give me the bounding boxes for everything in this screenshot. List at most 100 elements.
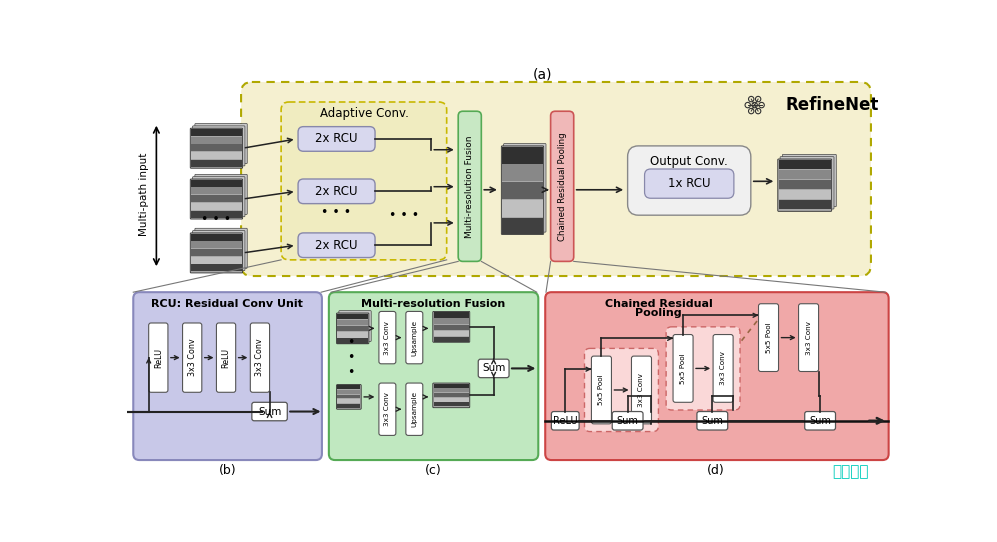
FancyBboxPatch shape xyxy=(194,124,247,164)
FancyBboxPatch shape xyxy=(190,179,242,219)
Text: Multi-path input: Multi-path input xyxy=(139,153,150,236)
Bar xyxy=(502,200,543,217)
FancyBboxPatch shape xyxy=(192,177,245,217)
FancyBboxPatch shape xyxy=(591,356,611,424)
Bar xyxy=(337,385,361,389)
Text: 3x3 Conv: 3x3 Conv xyxy=(385,392,391,426)
FancyBboxPatch shape xyxy=(192,230,245,270)
Bar xyxy=(779,200,831,209)
FancyBboxPatch shape xyxy=(281,102,447,260)
Text: • • •: • • • xyxy=(201,212,231,225)
Text: (d): (d) xyxy=(707,464,725,478)
FancyBboxPatch shape xyxy=(503,144,546,232)
Text: ReLU: ReLU xyxy=(221,347,230,367)
Bar xyxy=(191,264,242,272)
Text: 2x RCU: 2x RCU xyxy=(315,185,358,198)
FancyBboxPatch shape xyxy=(778,159,831,211)
FancyBboxPatch shape xyxy=(501,146,543,235)
FancyBboxPatch shape xyxy=(190,233,242,273)
Bar xyxy=(191,144,242,151)
Bar xyxy=(191,203,242,210)
Bar xyxy=(434,389,469,392)
FancyBboxPatch shape xyxy=(805,411,835,430)
Text: 3x3 Conv: 3x3 Conv xyxy=(187,339,196,377)
Bar xyxy=(191,137,242,144)
Bar xyxy=(191,234,242,241)
Bar xyxy=(337,404,361,408)
Text: ReLU: ReLU xyxy=(553,416,577,426)
Text: (c): (c) xyxy=(425,464,442,478)
Text: Sum: Sum xyxy=(701,416,723,426)
FancyBboxPatch shape xyxy=(250,323,269,392)
Text: 5x5 Pool: 5x5 Pool xyxy=(680,353,686,384)
Text: 1x RCU: 1x RCU xyxy=(668,177,711,190)
Bar xyxy=(502,182,543,199)
Text: Sum: Sum xyxy=(617,416,638,426)
FancyBboxPatch shape xyxy=(379,312,396,364)
FancyBboxPatch shape xyxy=(339,311,371,341)
Bar xyxy=(779,160,831,169)
FancyBboxPatch shape xyxy=(697,411,728,430)
FancyBboxPatch shape xyxy=(216,323,235,392)
Text: Upsample: Upsample xyxy=(412,391,418,427)
FancyBboxPatch shape xyxy=(459,111,482,261)
Bar xyxy=(434,312,469,318)
Bar xyxy=(191,241,242,248)
Text: Sum: Sum xyxy=(810,416,831,426)
FancyBboxPatch shape xyxy=(551,411,579,430)
Bar xyxy=(779,170,831,179)
FancyBboxPatch shape xyxy=(298,233,375,257)
FancyBboxPatch shape xyxy=(190,128,242,168)
Bar xyxy=(434,398,469,402)
Bar xyxy=(434,384,469,388)
Bar xyxy=(434,337,469,342)
Text: 3x3 Conv: 3x3 Conv xyxy=(255,339,264,377)
Text: RCU: Residual Conv Unit: RCU: Residual Conv Unit xyxy=(152,299,303,309)
FancyBboxPatch shape xyxy=(799,304,819,371)
FancyBboxPatch shape xyxy=(783,154,836,207)
Bar xyxy=(434,393,469,397)
Bar xyxy=(337,332,368,338)
Text: (a): (a) xyxy=(533,67,552,81)
FancyBboxPatch shape xyxy=(337,385,361,409)
Text: Sum: Sum xyxy=(258,406,281,417)
FancyBboxPatch shape xyxy=(379,383,396,435)
FancyBboxPatch shape xyxy=(612,411,643,430)
FancyBboxPatch shape xyxy=(584,349,658,431)
FancyBboxPatch shape xyxy=(780,157,833,209)
FancyBboxPatch shape xyxy=(329,292,538,460)
FancyBboxPatch shape xyxy=(406,383,423,435)
Text: ReLU: ReLU xyxy=(154,347,163,367)
Text: Adaptive Conv.: Adaptive Conv. xyxy=(320,107,409,120)
FancyBboxPatch shape xyxy=(134,292,322,460)
Text: 3x3 Conv: 3x3 Conv xyxy=(806,321,812,354)
Bar xyxy=(502,217,543,235)
Bar xyxy=(337,314,368,319)
Text: 谷普下载: 谷普下载 xyxy=(832,464,869,479)
Bar xyxy=(191,152,242,159)
FancyBboxPatch shape xyxy=(252,402,287,421)
Text: 5x5 Pool: 5x5 Pool xyxy=(766,322,772,353)
Text: RefineNet: RefineNet xyxy=(786,96,878,114)
Bar xyxy=(434,318,469,324)
Bar xyxy=(337,395,361,398)
Bar xyxy=(779,180,831,189)
FancyBboxPatch shape xyxy=(298,127,375,151)
Text: Output Conv.: Output Conv. xyxy=(650,155,728,168)
FancyBboxPatch shape xyxy=(241,82,871,276)
Bar xyxy=(779,190,831,199)
Bar xyxy=(502,147,543,164)
FancyBboxPatch shape xyxy=(479,359,509,378)
Text: 3x3 Conv: 3x3 Conv xyxy=(385,321,391,354)
Text: (b): (b) xyxy=(218,464,236,478)
Bar xyxy=(191,257,242,264)
Text: 3x3 Conv: 3x3 Conv xyxy=(720,351,726,385)
Text: • • •: • • • xyxy=(389,209,420,222)
Text: Pooling: Pooling xyxy=(635,308,682,318)
Text: Upsample: Upsample xyxy=(412,320,418,356)
Text: Multi-resolution Fusion: Multi-resolution Fusion xyxy=(466,136,475,238)
Bar xyxy=(337,320,368,325)
Bar xyxy=(337,338,368,344)
FancyBboxPatch shape xyxy=(298,179,375,204)
FancyBboxPatch shape xyxy=(631,356,651,424)
